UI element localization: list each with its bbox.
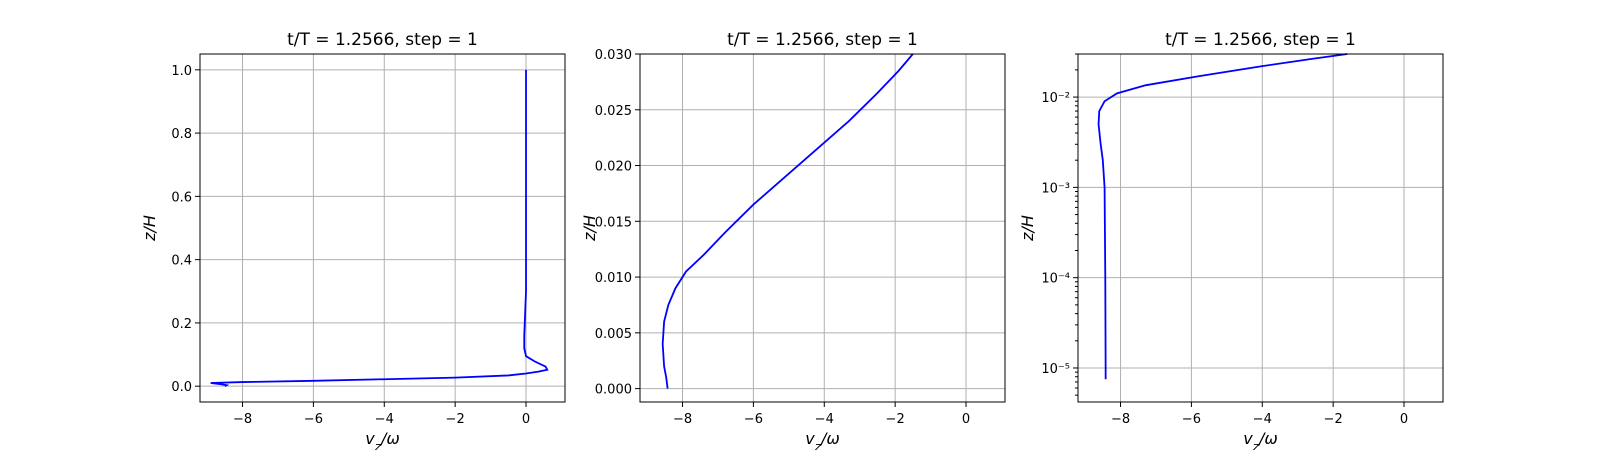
x-tick-label: −6 (1182, 412, 1201, 427)
series-line (661, 53, 914, 389)
axes-frame (1077, 53, 1444, 403)
subplot-1: −8 −6 −4 −2 0 0.0 0.2 0.4 0.6 0.8 1.0 t/T = 1.2566,… (140, 30, 566, 450)
y-axis-label: z/H (140, 215, 159, 242)
y-tick-label: 0.0 (171, 380, 192, 395)
axes-frame (639, 53, 1006, 403)
y-tick-label: 0.6 (171, 190, 192, 205)
x-tick-label: −6 (304, 412, 323, 427)
chart-title: t/T = 1.2566, step = 1 (1165, 30, 1356, 50)
x-tick-label: −8 (673, 412, 692, 427)
y-tick-label: 10⁻³ (1041, 181, 1070, 196)
y-tick-label: 0.015 (595, 215, 632, 230)
x-tick-label: −8 (1111, 412, 1130, 427)
x-axis-label: vz/ω (1243, 429, 1278, 450)
y-tick-label: 10⁻² (1041, 91, 1070, 106)
chart-title: t/T = 1.2566, step = 1 (287, 30, 478, 50)
x-tick-label: −2 (446, 412, 465, 427)
y-tick-label: 1.0 (171, 64, 192, 79)
y-tick-label: 10⁻⁴ (1041, 272, 1070, 287)
x-tick-label: −2 (886, 412, 905, 427)
y-tick-label: 0.010 (595, 271, 632, 286)
y-axis-label: z/H (1018, 215, 1037, 242)
y-axis-label: z/H (580, 215, 599, 242)
x-tick-label: −2 (1324, 412, 1343, 427)
y-tick-label: 0.005 (595, 327, 632, 342)
y-tick-label: 0.000 (595, 383, 632, 398)
y-tick-label: 0.4 (171, 254, 192, 269)
y-tick-label: 0.030 (595, 48, 632, 63)
x-tick-label: −6 (744, 412, 763, 427)
axes-frame (199, 53, 566, 403)
x-tick-label: −4 (375, 412, 394, 427)
x-axis-label: vz/ω (805, 429, 840, 450)
y-tick-label: 0.025 (595, 104, 632, 119)
y-tick-label: 0.8 (171, 127, 192, 142)
x-tick-label: 0 (522, 412, 530, 427)
x-tick-label: −4 (815, 412, 834, 427)
series-line (1097, 53, 1348, 380)
y-tick-label: 0.2 (171, 317, 192, 332)
series-line (210, 69, 549, 387)
y-tick-label: 10⁻⁵ (1041, 362, 1070, 377)
subplot-3: −8 −6 −4 −2 0 10⁻⁵ 10⁻⁴ 10⁻³ 10⁻² t/T = 1.2566, s… (1018, 30, 1444, 450)
x-tick-label: −8 (233, 412, 252, 427)
x-tick-label: 0 (1400, 412, 1408, 427)
x-axis-label: vz/ω (365, 429, 400, 450)
x-tick-label: −4 (1253, 412, 1272, 427)
subplot-2: −8 −6 −4 −2 0 0.000 0.005 0.010 0.015 0.020 0.025 0… (580, 30, 1006, 450)
chart-title: t/T = 1.2566, step = 1 (727, 30, 918, 50)
x-tick-label: 0 (962, 412, 970, 427)
y-tick-label: 0.020 (595, 160, 632, 175)
